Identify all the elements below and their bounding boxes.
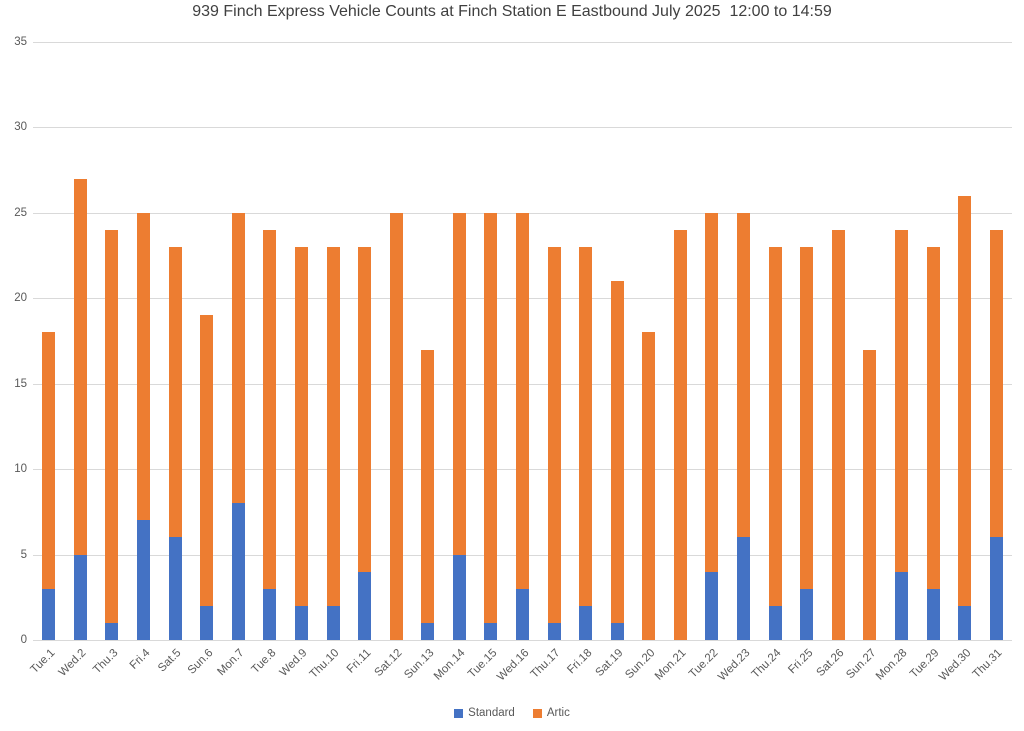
bar-segment-standard-Fri.18 <box>579 606 592 640</box>
bar-segment-artic-Tue.1 <box>42 332 55 589</box>
y-axis-tick-label-30: 30 <box>14 121 27 133</box>
bar-segment-artic-Thu.24 <box>769 247 782 606</box>
bar-segment-artic-Sat.26 <box>832 230 845 640</box>
bar-segment-artic-Thu.17 <box>548 247 561 623</box>
bar-segment-standard-Sat.5 <box>169 537 182 640</box>
bar-segment-artic-Sun.27 <box>863 350 876 640</box>
bar-segment-artic-Sat.5 <box>169 247 182 537</box>
bar-segment-artic-Tue.29 <box>927 247 940 589</box>
bar-segment-artic-Thu.10 <box>327 247 340 606</box>
bar-segment-artic-Mon.7 <box>232 213 245 503</box>
bar-segment-artic-Wed.2 <box>74 179 87 555</box>
bar-segment-standard-Thu.17 <box>548 623 561 640</box>
bar-segment-standard-Tue.29 <box>927 589 940 640</box>
bar-segment-standard-Wed.30 <box>958 606 971 640</box>
legend-item-artic: Artic <box>532 707 570 719</box>
y-axis-tick-label-25: 25 <box>14 207 27 219</box>
y-axis-tick-label-15: 15 <box>14 378 27 390</box>
bar-segment-artic-Sat.12 <box>390 213 403 640</box>
bar-segment-artic-Mon.14 <box>453 213 466 555</box>
plot-area: 0 5 10 15 20 25 30 35 Tue.1 Wed.2 Thu.3 Fri.4 Sat.5 S… <box>0 36 1024 683</box>
legend-swatch-artic-icon <box>532 708 542 718</box>
bar-segment-standard-Thu.3 <box>105 623 118 640</box>
bar-segment-artic-Tue.8 <box>263 230 276 589</box>
legend: Standard Artic <box>0 707 1024 719</box>
bar-segment-standard-Thu.24 <box>769 606 782 640</box>
bar-segment-artic-Mon.28 <box>895 230 908 572</box>
bar-segment-standard-Thu.10 <box>327 606 340 640</box>
bar-segment-artic-Wed.23 <box>737 213 750 537</box>
bar-segment-standard-Mon.7 <box>232 503 245 640</box>
bar-segment-standard-Wed.9 <box>295 606 308 640</box>
bar-segment-standard-Fri.11 <box>358 572 371 640</box>
legend-swatch-standard-icon <box>454 708 464 718</box>
legend-item-standard: Standard <box>454 707 515 719</box>
bar-segment-artic-Wed.16 <box>516 213 529 589</box>
bar-segment-artic-Tue.22 <box>705 213 718 572</box>
bar-segment-artic-Fri.18 <box>579 247 592 606</box>
bar-segment-artic-Wed.30 <box>958 196 971 606</box>
bar-segment-artic-Thu.31 <box>990 230 1003 537</box>
bar-segment-standard-Sat.19 <box>611 623 624 640</box>
y-axis-tick-label-5: 5 <box>20 549 27 561</box>
bar-segment-standard-Mon.28 <box>895 572 908 640</box>
gridline-y-30 <box>33 127 1012 128</box>
bar-segment-standard-Mon.14 <box>453 555 466 640</box>
bar-segment-standard-Tue.15 <box>484 623 497 640</box>
bar-segment-artic-Sun.20 <box>642 332 655 640</box>
bar-segment-artic-Sun.6 <box>200 315 213 606</box>
y-axis-tick-label-35: 35 <box>14 36 27 48</box>
bar-segment-artic-Sun.13 <box>421 350 434 623</box>
y-axis-tick-label-10: 10 <box>14 463 27 475</box>
bar-segment-standard-Sun.13 <box>421 623 434 640</box>
bar-segment-standard-Wed.16 <box>516 589 529 640</box>
chart-title: 939 Finch Express Vehicle Counts at Finc… <box>192 3 832 20</box>
legend-label-artic: Artic <box>546 707 570 719</box>
x-axis-line <box>33 640 1012 641</box>
bar-segment-artic-Fri.11 <box>358 247 371 572</box>
bar-segment-artic-Fri.4 <box>137 213 150 520</box>
bar-segment-standard-Tue.8 <box>263 589 276 640</box>
gridline-y-35 <box>33 42 1012 43</box>
bar-segment-standard-Fri.4 <box>137 520 150 640</box>
bar-segment-standard-Tue.22 <box>705 572 718 640</box>
bar-segment-artic-Wed.9 <box>295 247 308 606</box>
bar-segment-artic-Fri.25 <box>800 247 813 589</box>
bar-segment-standard-Wed.2 <box>74 555 87 640</box>
bar-segment-standard-Fri.25 <box>800 589 813 640</box>
bar-segment-standard-Sun.6 <box>200 606 213 640</box>
bar-segment-artic-Mon.21 <box>674 230 687 640</box>
bar-segment-standard-Tue.1 <box>42 589 55 640</box>
bar-segment-artic-Thu.3 <box>105 230 118 623</box>
bar-segment-standard-Thu.31 <box>990 537 1003 640</box>
bar-segment-standard-Wed.23 <box>737 537 750 640</box>
y-axis-tick-label-0: 0 <box>20 634 27 646</box>
legend-label-standard: Standard <box>468 707 515 719</box>
bar-segment-artic-Sat.19 <box>611 281 624 623</box>
y-axis-tick-label-20: 20 <box>14 292 27 304</box>
bar-segment-artic-Tue.15 <box>484 213 497 623</box>
